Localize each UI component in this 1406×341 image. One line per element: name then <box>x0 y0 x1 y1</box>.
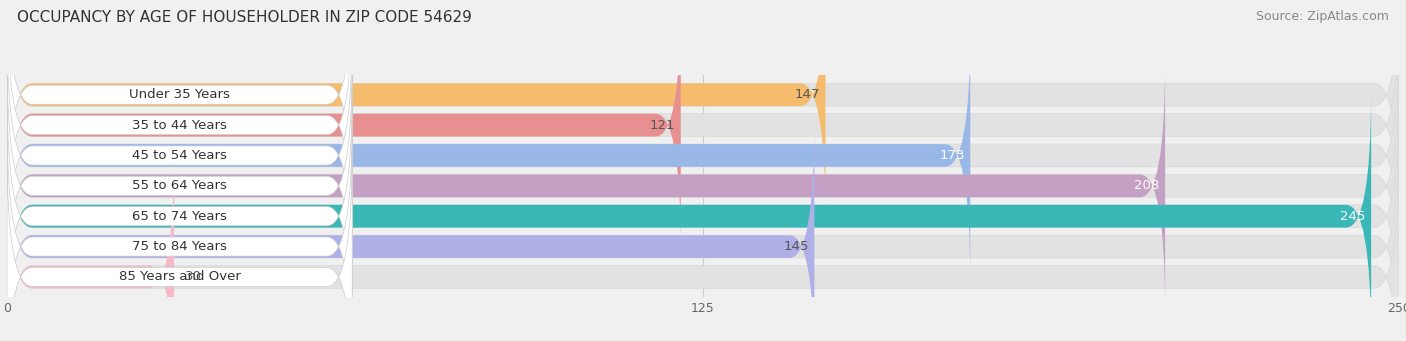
Text: 245: 245 <box>1340 210 1365 223</box>
FancyBboxPatch shape <box>7 0 1399 250</box>
FancyBboxPatch shape <box>7 59 353 313</box>
FancyBboxPatch shape <box>7 91 1399 341</box>
Text: OCCUPANCY BY AGE OF HOUSEHOLDER IN ZIP CODE 54629: OCCUPANCY BY AGE OF HOUSEHOLDER IN ZIP C… <box>17 10 472 25</box>
FancyBboxPatch shape <box>7 121 814 341</box>
FancyBboxPatch shape <box>7 152 174 341</box>
Text: 65 to 74 Years: 65 to 74 Years <box>132 210 226 223</box>
Text: 55 to 64 Years: 55 to 64 Years <box>132 179 226 192</box>
FancyBboxPatch shape <box>7 152 1399 341</box>
FancyBboxPatch shape <box>7 91 1371 341</box>
FancyBboxPatch shape <box>7 28 353 283</box>
Text: 147: 147 <box>794 88 820 101</box>
Text: 45 to 54 Years: 45 to 54 Years <box>132 149 226 162</box>
Text: Source: ZipAtlas.com: Source: ZipAtlas.com <box>1256 10 1389 23</box>
Text: 75 to 84 Years: 75 to 84 Years <box>132 240 226 253</box>
Text: 145: 145 <box>783 240 808 253</box>
FancyBboxPatch shape <box>7 0 353 222</box>
Text: 121: 121 <box>650 119 675 132</box>
Text: 30: 30 <box>186 270 202 283</box>
Text: 208: 208 <box>1135 179 1160 192</box>
FancyBboxPatch shape <box>7 119 353 341</box>
FancyBboxPatch shape <box>7 30 1399 281</box>
FancyBboxPatch shape <box>7 30 970 281</box>
Text: 173: 173 <box>939 149 965 162</box>
FancyBboxPatch shape <box>7 0 825 220</box>
FancyBboxPatch shape <box>7 61 1399 311</box>
Text: 85 Years and Over: 85 Years and Over <box>118 270 240 283</box>
FancyBboxPatch shape <box>7 0 681 250</box>
FancyBboxPatch shape <box>7 121 1399 341</box>
FancyBboxPatch shape <box>7 150 353 341</box>
FancyBboxPatch shape <box>7 89 353 341</box>
FancyBboxPatch shape <box>7 0 1399 220</box>
Text: 35 to 44 Years: 35 to 44 Years <box>132 119 226 132</box>
FancyBboxPatch shape <box>7 61 1166 311</box>
FancyBboxPatch shape <box>7 0 353 252</box>
Text: Under 35 Years: Under 35 Years <box>129 88 231 101</box>
